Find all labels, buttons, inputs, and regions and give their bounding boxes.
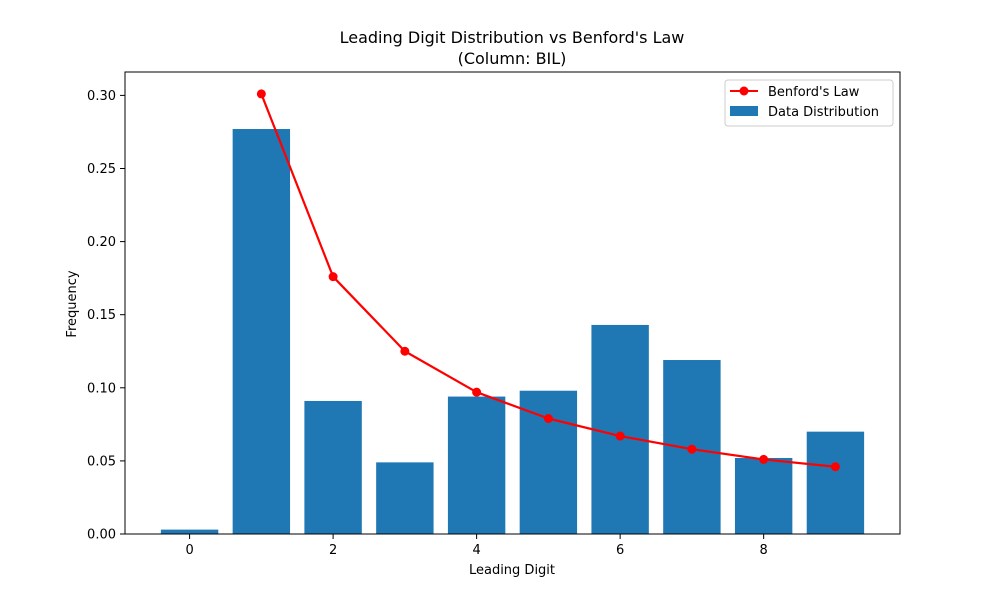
- bar-digit-3: [376, 462, 434, 534]
- benford-point-8: [759, 454, 769, 464]
- y-tick-label-5: 0.25: [87, 162, 116, 177]
- bar-digit-8: [734, 457, 793, 534]
- legend-label-data: Data Distribution: [768, 105, 879, 120]
- chart-title: Leading Digit Distribution vs Benford's …: [340, 28, 685, 47]
- y-tick-label-2: 0.10: [87, 381, 116, 396]
- legend: Benford's Law Data Distribution: [724, 79, 894, 127]
- legend-bar-swatch: [730, 106, 758, 116]
- benford-point-3: [400, 346, 410, 356]
- plot-frame: [124, 71, 901, 535]
- x-tick-label-0: 0: [185, 543, 193, 558]
- benford-point-4: [472, 387, 482, 397]
- y-tick-label-1: 0.05: [87, 454, 116, 469]
- bar-digit-2: [304, 400, 362, 534]
- y-tick-label-0: 0.00: [87, 528, 116, 543]
- chart-subtitle: (Column: BIL): [458, 49, 567, 68]
- x-tick-label-6: 6: [616, 543, 624, 558]
- x-axis-label: Leading Digit: [469, 563, 555, 578]
- bars-layer: [160, 129, 865, 534]
- bar-digit-9: [806, 431, 865, 534]
- line-layer: [256, 89, 840, 472]
- x-tick-label-4: 4: [472, 543, 480, 558]
- y-tick-label-4: 0.20: [87, 235, 116, 250]
- bar-digit-1: [232, 129, 291, 534]
- legend-frame: [724, 79, 894, 127]
- legend-label-benford: Benford's Law: [768, 85, 860, 100]
- axes-layer: 0 2 4 6 8 0.00 0.05 0.10 0.15 0.20 0.25 0.30: [87, 71, 901, 558]
- benford-point-9: [830, 462, 840, 472]
- x-tick-label-8: 8: [760, 543, 768, 558]
- legend-line-marker: [739, 86, 749, 96]
- y-tick-label-3: 0.15: [87, 308, 116, 323]
- y-tick-label-6: 0.30: [87, 89, 116, 104]
- bar-digit-6: [591, 324, 649, 534]
- x-tick-label-2: 2: [329, 543, 337, 558]
- benford-point-1: [256, 89, 266, 99]
- benford-point-2: [328, 272, 338, 282]
- bar-digit-0: [160, 529, 219, 534]
- benford-point-6: [615, 431, 625, 441]
- benford-point-7: [687, 444, 697, 454]
- benford-point-5: [543, 414, 553, 423]
- bar-digit-4: [447, 396, 506, 534]
- y-axis-label: Frequency: [65, 270, 80, 337]
